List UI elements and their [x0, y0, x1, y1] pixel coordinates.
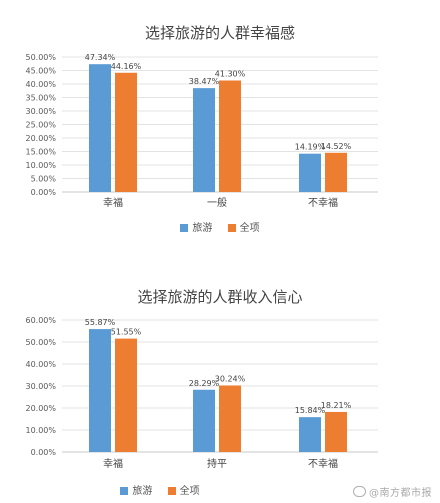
legend-swatch	[180, 224, 189, 232]
bar-series-1	[299, 153, 321, 192]
bar-series-2	[325, 411, 347, 452]
category-label: 一般	[207, 196, 227, 209]
legend-label: 旅游	[132, 486, 153, 497]
data-label: 51.55%	[111, 328, 142, 337]
watermark: @南方都市报	[353, 484, 432, 499]
chart-plot-area: 0.00% 10.00% 20.00% 30.00% 40.00% 50.00% 60.00…	[25, 316, 378, 470]
data-label: 38.47%	[189, 77, 220, 86]
legend-item-series-1: 旅游	[120, 482, 152, 497]
data-label: 28.29%	[189, 379, 220, 388]
y-tick-label: 50.00%	[25, 53, 56, 62]
legend-swatch	[120, 487, 129, 495]
chart-income-confidence: 选择旅游的人群收入信心 0.00% 10.00% 20.00% 30.00% 40.00…	[0, 272, 440, 503]
legend-item-series-2: 全项	[167, 482, 200, 497]
bar-series-1	[193, 389, 215, 452]
y-tick-label: 20.00%	[25, 404, 56, 413]
y-tick-label: 60.00%	[25, 316, 56, 325]
bar-series-1	[299, 417, 321, 452]
y-tick-label: 5.00%	[31, 175, 57, 184]
data-label: 18.21%	[321, 401, 352, 410]
y-tick-label: 45.00%	[25, 67, 56, 76]
legend-item-series-2: 全项	[227, 219, 260, 234]
legend-label: 全项	[239, 223, 260, 234]
data-label: 44.16%	[111, 62, 142, 71]
legend-label: 全项	[179, 486, 200, 497]
data-label: 41.30%	[215, 69, 246, 78]
category-label: 幸福	[103, 196, 123, 209]
bar-series-2	[115, 338, 137, 452]
legend-swatch	[227, 224, 236, 232]
y-tick-label: 10.00%	[25, 426, 56, 435]
chart-legend: 旅游 全项	[0, 219, 440, 234]
bar-series-1	[193, 88, 215, 192]
legend-item-series-1: 旅游	[180, 219, 212, 234]
bar-series-1	[89, 64, 111, 192]
data-label: 30.24%	[215, 374, 246, 383]
y-tick-label: 30.00%	[25, 107, 56, 116]
y-tick-label: 15.00%	[25, 148, 56, 157]
data-label: 14.52%	[321, 142, 352, 151]
bar-series-2	[219, 80, 241, 192]
y-tick-label: 50.00%	[25, 338, 56, 347]
chart-plot-area: 0.00% 5.00% 10.00% 15.00% 20.00% 25.00% 30.00%…	[25, 53, 378, 209]
y-tick-label: 0.00%	[31, 188, 57, 197]
chart-legend: 旅游 全项	[0, 482, 380, 497]
watermark-text: @南方都市报	[369, 488, 432, 499]
chart-title: 选择旅游的人群幸福感	[144, 24, 295, 42]
data-label: 47.34%	[85, 53, 116, 62]
data-label: 15.84%	[295, 406, 326, 415]
bar-series-2	[115, 72, 137, 192]
y-tick-label: 35.00%	[25, 94, 56, 103]
y-tick-label: 0.00%	[31, 448, 57, 457]
y-tick-label: 10.00%	[25, 161, 56, 170]
category-label: 持平	[207, 457, 227, 470]
chart-title: 选择旅游的人群收入信心	[137, 288, 303, 306]
bar-series-1	[89, 329, 111, 452]
bar-series-2	[325, 152, 347, 192]
category-label: 幸福	[103, 457, 123, 470]
y-tick-label: 20.00%	[25, 134, 56, 143]
y-tick-label: 30.00%	[25, 382, 56, 391]
category-label: 不幸福	[308, 196, 338, 209]
y-tick-label: 25.00%	[25, 121, 56, 130]
chart-happiness: 选择旅游的人群幸福感 0.00% 5.00% 10.00% 15.00% 20.00% 2…	[0, 0, 440, 245]
legend-swatch	[167, 487, 176, 495]
data-label: 55.87%	[85, 318, 116, 327]
y-tick-label: 40.00%	[25, 80, 56, 89]
y-tick-label: 40.00%	[25, 360, 56, 369]
category-label: 不幸福	[308, 457, 338, 470]
legend-label: 旅游	[192, 223, 213, 234]
weibo-icon	[353, 486, 366, 497]
data-label: 14.19%	[295, 143, 326, 152]
bar-series-2	[219, 385, 241, 452]
